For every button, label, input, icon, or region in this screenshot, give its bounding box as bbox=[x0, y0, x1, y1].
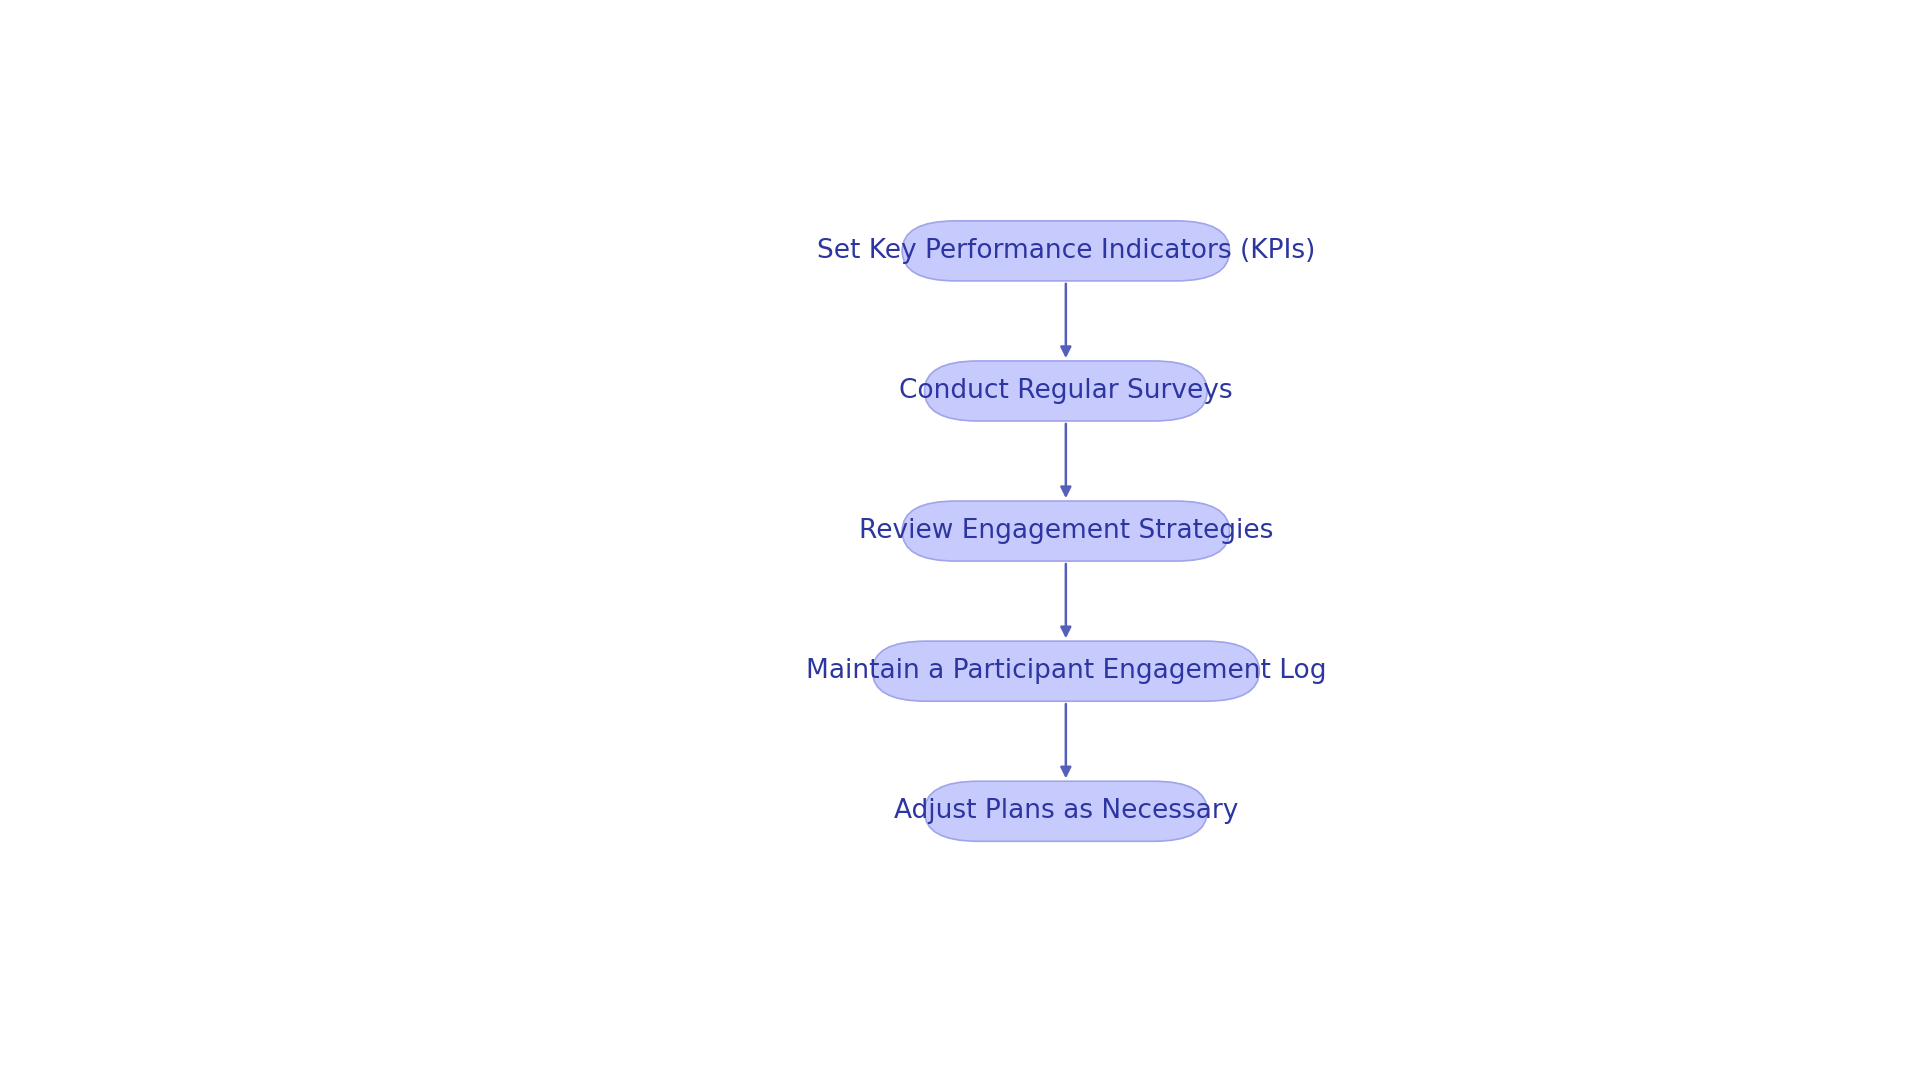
Text: Review Engagement Strategies: Review Engagement Strategies bbox=[858, 518, 1273, 544]
Text: Adjust Plans as Necessary: Adjust Plans as Necessary bbox=[893, 798, 1238, 824]
FancyBboxPatch shape bbox=[872, 641, 1260, 701]
FancyBboxPatch shape bbox=[925, 361, 1208, 421]
FancyBboxPatch shape bbox=[925, 781, 1208, 841]
Text: Set Key Performance Indicators (KPIs): Set Key Performance Indicators (KPIs) bbox=[816, 238, 1315, 264]
FancyBboxPatch shape bbox=[902, 221, 1229, 280]
Text: Maintain a Participant Engagement Log: Maintain a Participant Engagement Log bbox=[806, 658, 1327, 684]
FancyBboxPatch shape bbox=[902, 501, 1229, 561]
Text: Conduct Regular Surveys: Conduct Regular Surveys bbox=[899, 378, 1233, 404]
